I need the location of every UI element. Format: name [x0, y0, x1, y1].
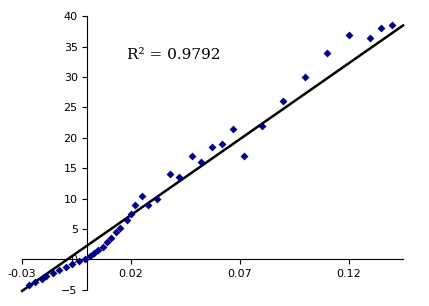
- Point: [345, 32, 352, 37]
- Point: [69, 262, 76, 267]
- Text: R² = 0.9792: R² = 0.9792: [127, 48, 220, 62]
- Point: [145, 202, 152, 207]
- Point: [75, 259, 82, 263]
- Point: [127, 211, 134, 216]
- Point: [86, 254, 93, 259]
- Point: [139, 193, 145, 198]
- Point: [219, 141, 226, 146]
- Point: [167, 172, 174, 177]
- Point: [62, 264, 69, 269]
- Point: [82, 256, 89, 261]
- Point: [241, 154, 248, 159]
- Point: [378, 26, 385, 31]
- Point: [49, 270, 56, 275]
- Point: [32, 280, 39, 285]
- Point: [230, 126, 237, 131]
- Point: [117, 225, 124, 230]
- Point: [56, 268, 63, 273]
- Point: [42, 274, 49, 279]
- Point: [91, 251, 97, 256]
- Point: [280, 99, 287, 104]
- Point: [367, 35, 374, 40]
- Point: [103, 240, 110, 245]
- Point: [302, 75, 308, 80]
- Point: [25, 282, 32, 287]
- Point: [132, 202, 139, 207]
- Point: [389, 23, 396, 28]
- Point: [154, 196, 160, 201]
- Point: [258, 123, 265, 128]
- Point: [95, 248, 102, 253]
- Point: [197, 160, 204, 165]
- Point: [323, 50, 330, 55]
- Point: [188, 154, 195, 159]
- Point: [112, 230, 119, 234]
- Point: [175, 175, 182, 180]
- Point: [123, 217, 130, 222]
- Point: [38, 276, 45, 281]
- Point: [208, 144, 215, 149]
- Point: [99, 245, 106, 250]
- Point: [108, 236, 115, 241]
